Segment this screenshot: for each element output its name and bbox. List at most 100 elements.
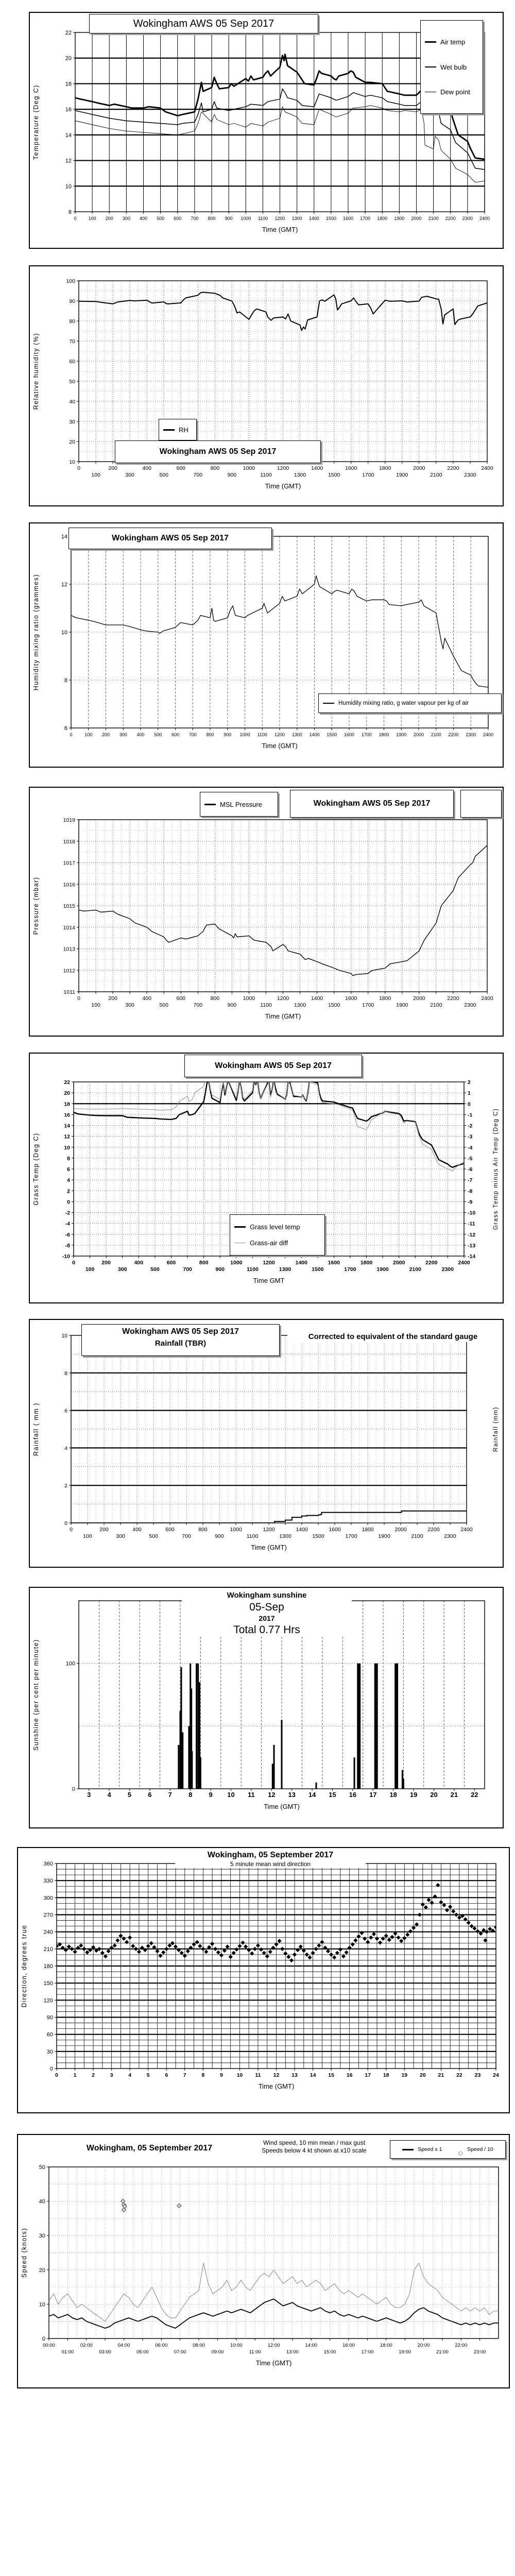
svg-text:20: 20 (64, 1090, 70, 1096)
wind-speed-legend-item: ◇ Speed / 10 (458, 2146, 493, 2157)
sunshine-bar (401, 1770, 403, 1789)
svg-text:900: 900 (225, 216, 233, 221)
svg-text:360: 360 (44, 1861, 53, 1867)
msl-pressure-series-0 (79, 845, 487, 976)
wind-direction-marker (234, 1947, 239, 1952)
svg-text:0: 0 (74, 216, 76, 221)
svg-text:1100: 1100 (260, 472, 272, 478)
wind-direction-marker (247, 1947, 251, 1953)
svg-text:40: 40 (39, 2199, 45, 2205)
svg-text:1300: 1300 (279, 1533, 291, 1539)
svg-text:10: 10 (61, 630, 67, 636)
svg-text:8: 8 (188, 1791, 192, 1799)
svg-text:800: 800 (199, 1260, 209, 1266)
svg-text:300: 300 (123, 216, 130, 221)
wind-speed-legend-label: Speed x 1 (418, 2146, 442, 2153)
svg-text:800: 800 (211, 465, 220, 471)
wind-direction-marker (60, 1945, 65, 1950)
svg-text:1300: 1300 (294, 472, 306, 478)
svg-text:00:00: 00:00 (43, 2343, 55, 2348)
sunshine-title-line: Wokingham sunshine (227, 1591, 307, 1600)
svg-text:1700: 1700 (362, 472, 374, 478)
svg-text:1100: 1100 (260, 1002, 272, 1008)
svg-text:2400: 2400 (479, 216, 490, 221)
wind-direction-marker (265, 1954, 269, 1959)
svg-text:0: 0 (468, 1101, 471, 1107)
wind-direction-marker (356, 1934, 361, 1939)
wind-direction-marker (457, 1915, 462, 1920)
svg-text:20: 20 (430, 1791, 437, 1799)
svg-text:800: 800 (198, 1527, 208, 1533)
svg-text:08:00: 08:00 (193, 2343, 205, 2348)
svg-text:21: 21 (451, 1791, 458, 1799)
wind-direction-marker (82, 1946, 87, 1951)
humidity-mixing-ratio-title-line: Wokingham AWS 05 Sep 2017 (112, 534, 229, 543)
wind-direction-marker (231, 1951, 236, 1955)
svg-text:200: 200 (101, 1260, 111, 1266)
wind-direction-marker (262, 1951, 266, 1955)
wind-direction-marker (57, 1944, 59, 1948)
wind-direction-marker (195, 1940, 199, 1944)
svg-text:12: 12 (64, 1134, 70, 1140)
chart-panel-msl-pressure: 0 100 200 300 400 500 600 700 800 900 1000 1100 1200… (29, 787, 504, 1037)
svg-text:2400: 2400 (483, 732, 493, 737)
svg-text:1900: 1900 (394, 216, 404, 221)
svg-text:-10: -10 (62, 1253, 70, 1260)
svg-text:1000: 1000 (243, 995, 255, 1002)
svg-text:14: 14 (61, 534, 67, 540)
svg-text:1200: 1200 (277, 995, 289, 1002)
wind-direction-marker (115, 1938, 120, 1943)
rainfall-note-text: Corrected to equivalent of the standard … (287, 1332, 499, 1342)
svg-text:1600: 1600 (328, 1260, 340, 1266)
svg-text:1500: 1500 (312, 1266, 324, 1273)
svg-text:2200: 2200 (427, 1527, 440, 1533)
svg-text:60: 60 (69, 359, 75, 365)
wind-direction-marker (271, 1945, 276, 1950)
sunshine-x-axis-title: Time (GMT) (264, 1803, 300, 1810)
wind-direction-marker (140, 1945, 145, 1950)
msl-pressure-empty-box (460, 790, 502, 818)
wind-direction-marker (158, 1953, 163, 1958)
svg-text:14: 14 (64, 1123, 70, 1129)
wind-direction-marker (393, 1931, 398, 1936)
temperature-legend: Air temp Wet bulb Dew point (420, 20, 483, 114)
wind-direction-marker (292, 1952, 297, 1957)
svg-text:1200: 1200 (274, 216, 285, 221)
wind-direction-marker (241, 1940, 245, 1945)
svg-text:2100: 2100 (430, 472, 442, 478)
svg-text:1: 1 (468, 1090, 471, 1096)
svg-text:2100: 2100 (409, 1266, 422, 1273)
svg-text:1019: 1019 (63, 817, 76, 823)
grass-temperature-y-axis-title: Grass Temp (Deg C) (32, 1132, 40, 1205)
svg-text:1500: 1500 (328, 472, 340, 478)
wind-direction-marker (369, 1935, 373, 1940)
svg-text:2300: 2300 (464, 1002, 476, 1008)
sunshine-bar (374, 1663, 376, 1789)
svg-text:19: 19 (401, 2072, 407, 2078)
msl-pressure-plot: 0 100 200 300 400 500 600 700 800 900 1000 1100 1200… (32, 817, 493, 1020)
svg-text:1200: 1200 (277, 465, 289, 471)
msl-pressure-legend-label: MSL Pressure (220, 800, 262, 808)
temperature-legend-label: Dew point (440, 88, 470, 96)
wind-direction-marker (97, 1946, 101, 1951)
wind-direction-marker (213, 1946, 218, 1951)
wind-direction-marker (359, 1930, 364, 1935)
sunshine-title-line: Total 0.77 Hrs (233, 1623, 300, 1636)
grass-temperature-x-axis-title: Time GMT (253, 1277, 285, 1284)
wind-speed-title-line: Wokingham, 05 September 2017 (86, 2144, 213, 2153)
svg-text:900: 900 (215, 1533, 224, 1539)
temperature-y-axis-title: Temperature (Deg C) (32, 84, 40, 160)
grass-temperature-title-box: Wokingham AWS 05 Sep 2017 (184, 1055, 362, 1077)
svg-text:09:00: 09:00 (211, 2349, 224, 2355)
wind-direction-marker (329, 1952, 334, 1957)
svg-text:2300: 2300 (442, 1266, 454, 1273)
svg-text:0: 0 (64, 1520, 67, 1527)
svg-text:900: 900 (228, 1002, 237, 1008)
temperature-legend-item: Air temp (421, 38, 483, 46)
svg-text:-14: -14 (468, 1253, 475, 1260)
svg-text:2000: 2000 (414, 732, 424, 737)
wind-direction-marker (106, 1949, 111, 1954)
wind-direction-marker (152, 1945, 157, 1950)
wind-direction-marker (103, 1954, 108, 1959)
svg-text:12: 12 (273, 2072, 280, 2078)
